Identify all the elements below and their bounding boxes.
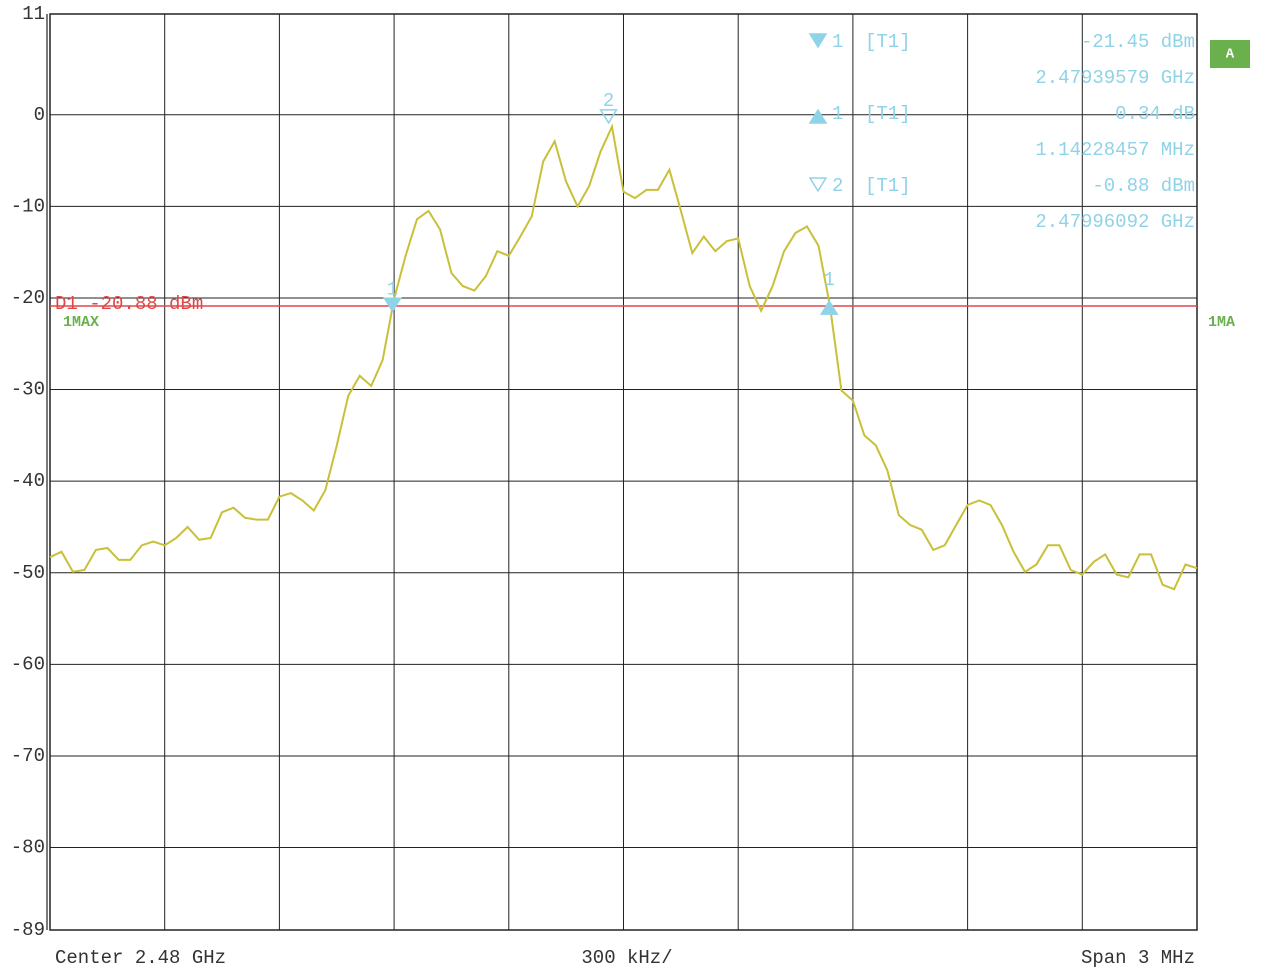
table-tag: [T1] [865, 103, 911, 125]
y-tick-label: 0 [34, 104, 45, 126]
table-value: -21.45 dBm [1081, 31, 1195, 53]
screen-badge [1210, 40, 1250, 68]
y-tick-label: -89 [11, 919, 45, 941]
marker [383, 297, 402, 313]
y-tick-label: -40 [11, 470, 45, 492]
y-tick-label: -80 [11, 837, 45, 859]
y-tick-label: -30 [11, 379, 45, 401]
table-symbol [808, 108, 828, 124]
table-marker-label: 1 [832, 31, 843, 53]
trace-label: 1MAX [63, 314, 99, 331]
span-label: Span 3 MHz [1081, 947, 1195, 969]
y-tick-label: -50 [11, 562, 45, 584]
table-x: 2.47939579 GHz [1035, 67, 1195, 89]
y-tick-label: -70 [11, 745, 45, 767]
screen-label: A [1226, 47, 1235, 63]
marker-label: 2 [603, 90, 614, 112]
marker-label: 1 [387, 278, 398, 300]
table-value: 0.34 dB [1115, 103, 1195, 125]
trace [49, 123, 1198, 591]
display-line-label: D1 -20.88 dBm [55, 293, 203, 315]
y-tick-label: -20 [11, 287, 45, 309]
table-tag: [T1] [865, 175, 911, 197]
table-x: 2.47996092 GHz [1035, 211, 1195, 233]
trace-label: 1MA [1208, 314, 1235, 331]
table-x: 1.14228457 MHz [1035, 139, 1195, 161]
div-label: 300 kHz/ [581, 947, 672, 969]
table-marker-label: 2 [832, 175, 843, 197]
marker-label: 1 [824, 269, 835, 291]
marker [819, 299, 839, 315]
table-marker-label: 1 [832, 103, 843, 125]
table-value: -0.88 dBm [1092, 175, 1195, 197]
y-tick-label: -10 [11, 195, 45, 217]
table-tag: [T1] [865, 31, 911, 53]
table-symbol [808, 33, 828, 49]
center-label: Center 2.48 GHz [55, 947, 226, 969]
y-tick-label: -60 [11, 653, 45, 675]
y-tick-label: 11 [22, 3, 45, 25]
marker [599, 109, 618, 125]
table-symbol [808, 177, 828, 193]
